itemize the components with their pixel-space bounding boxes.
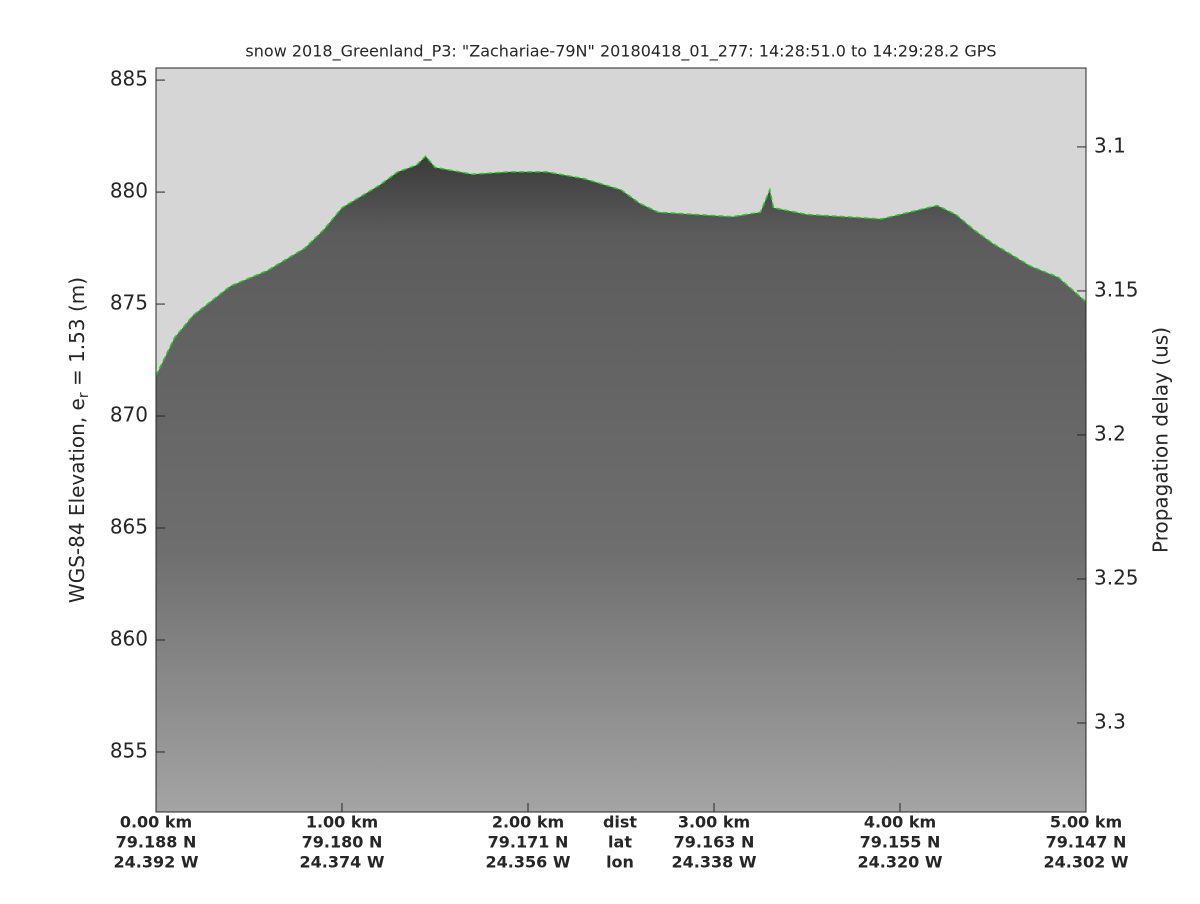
plot-frame (155, 67, 1087, 813)
x-tick-label: 4.00 km (864, 813, 936, 832)
row-name: lat (608, 833, 632, 852)
chart-title: snow 2018_Greenland_P3: "Zachariae-79N" … (245, 42, 996, 62)
y-label-sub: r (76, 392, 92, 398)
x-tick-label: 0.00 km (120, 813, 192, 832)
x-tick-label: 2.00 km (492, 813, 564, 832)
lon-label: 24.374 W (300, 853, 385, 872)
y-tick-label: 880 (110, 179, 148, 203)
lon-label: 24.302 W (1044, 853, 1129, 872)
y-axis-label: WGS-84 Elevation, er = 1.53 (m) (65, 277, 93, 603)
x-tick-label: 3.00 km (678, 813, 750, 832)
lat-label: 79.163 N (674, 833, 755, 852)
y2-axis-label: Propagation delay (us) (1149, 327, 1173, 553)
y2-tick-label: 3.2 (1094, 421, 1126, 445)
y2-tick-label: 3.25 (1094, 565, 1139, 589)
x-tick-label: 5.00 km (1050, 813, 1122, 832)
lat-label: 79.180 N (302, 833, 383, 852)
y-label-part: = 1.53 (m) (65, 277, 89, 392)
row-name: dist (603, 813, 637, 832)
lat-label: 79.147 N (1046, 833, 1127, 852)
x-tick-label: 1.00 km (306, 813, 378, 832)
y-tick-label: 870 (110, 403, 148, 427)
lat-label: 79.171 N (488, 833, 569, 852)
echo-area (156, 156, 1086, 812)
lon-label: 24.338 W (672, 853, 757, 872)
lon-label: 24.320 W (858, 853, 943, 872)
y-tick-label: 875 (110, 291, 148, 315)
y-tick-label: 885 (110, 67, 148, 91)
y-tick-label: 855 (110, 738, 148, 762)
lat-label: 79.155 N (860, 833, 941, 852)
y-label-part: WGS-84 Elevation, e (65, 398, 89, 603)
row-name: lon (606, 853, 634, 872)
y-tick-label: 865 (110, 515, 148, 539)
lon-label: 24.356 W (486, 853, 571, 872)
lat-label: 79.188 N (116, 833, 197, 852)
lon-label: 24.392 W (114, 853, 199, 872)
y2-tick-label: 3.3 (1094, 709, 1126, 733)
y-tick-label: 860 (110, 626, 148, 650)
y2-tick-label: 3.15 (1094, 277, 1139, 301)
surface-line (155, 155, 1087, 377)
y2-tick-label: 3.1 (1094, 133, 1126, 157)
